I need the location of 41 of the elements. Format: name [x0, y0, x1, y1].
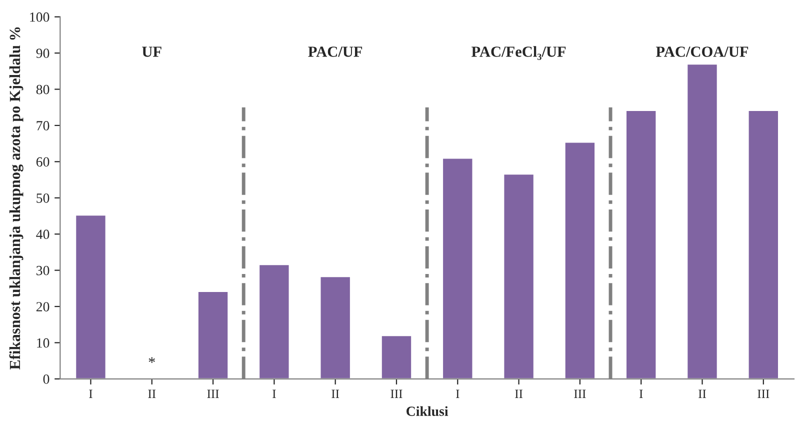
- bar: [502, 173, 535, 379]
- bar: [258, 264, 290, 379]
- annotation: PAC/COA/UF: [656, 46, 748, 57]
- x-tick-label: I: [456, 390, 460, 398]
- bar: [197, 290, 230, 379]
- y-tick-label: 10: [37, 338, 50, 348]
- y-axis-title: Efikasnost uklanjanja ukupnog azota po Kjeldalu %: [9, 27, 24, 370]
- x-tick-label: II: [148, 390, 156, 398]
- x-tick-label: III: [574, 390, 586, 398]
- x-tick-label: I: [89, 390, 92, 398]
- y-tick-label: 40: [36, 230, 50, 240]
- bar: [686, 63, 718, 379]
- x-tick-label: III: [390, 390, 402, 398]
- y-tick-label: 20: [36, 302, 50, 312]
- bar: [442, 157, 474, 379]
- bar: [319, 276, 352, 379]
- x-axis-title: Ciklusi: [406, 406, 448, 416]
- annotation: PAC/FeCl₃/UF: [472, 46, 566, 60]
- y-tick-label: 0: [43, 374, 50, 384]
- y-tick-label: 100: [30, 12, 50, 22]
- y-tick-label: 50: [36, 193, 50, 203]
- text: *: [148, 357, 155, 363]
- x-tick-label: I: [639, 390, 643, 398]
- y-tick-label: 70: [36, 121, 50, 130]
- x-tick-label: II: [515, 390, 523, 398]
- x-tick-label: II: [698, 390, 706, 398]
- y-tick-label: 80: [36, 84, 50, 94]
- bar: [747, 110, 780, 379]
- bar: [564, 141, 596, 379]
- annotation: UF: [142, 46, 162, 57]
- x-tick-label: III: [207, 390, 219, 398]
- x-tick-label: I: [272, 390, 276, 398]
- x-tick-label: III: [758, 390, 770, 398]
- bar: [380, 334, 412, 379]
- y-tick-label: 60: [36, 157, 50, 167]
- x-tick-label: II: [332, 390, 340, 398]
- bar: [74, 214, 107, 379]
- y-tick-label: 30: [36, 266, 50, 276]
- y-tick-label: 90: [36, 48, 50, 58]
- annotation: PAC/UF: [308, 46, 362, 57]
- bar: [625, 110, 658, 379]
